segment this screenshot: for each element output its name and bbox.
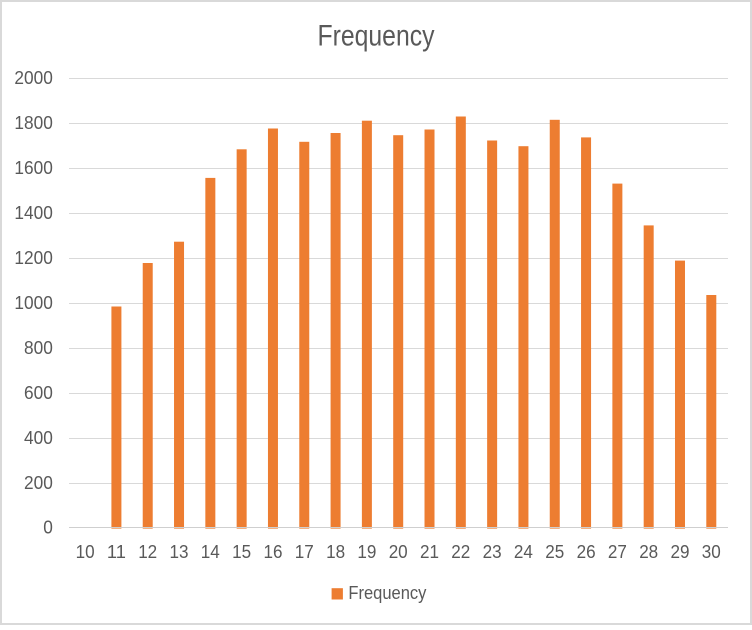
svg-text:Frequency: Frequency <box>318 20 435 53</box>
svg-text:Frequency: Frequency <box>348 583 426 603</box>
svg-text:27: 27 <box>608 542 627 562</box>
svg-text:21: 21 <box>420 542 439 562</box>
svg-text:20: 20 <box>389 542 408 562</box>
svg-text:1600: 1600 <box>14 158 52 178</box>
svg-text:24: 24 <box>514 542 533 562</box>
svg-text:18: 18 <box>326 542 345 562</box>
svg-text:13: 13 <box>170 542 189 562</box>
svg-text:22: 22 <box>451 542 470 562</box>
svg-text:600: 600 <box>24 383 53 403</box>
svg-text:1800: 1800 <box>14 113 52 133</box>
svg-text:1400: 1400 <box>14 203 52 223</box>
svg-text:30: 30 <box>702 542 721 562</box>
svg-text:29: 29 <box>671 542 690 562</box>
svg-text:16: 16 <box>264 542 283 562</box>
svg-text:12: 12 <box>138 542 157 562</box>
svg-text:1200: 1200 <box>14 248 52 268</box>
svg-text:15: 15 <box>232 542 251 562</box>
svg-text:26: 26 <box>577 542 596 562</box>
svg-text:800: 800 <box>24 338 53 358</box>
svg-text:14: 14 <box>201 542 220 562</box>
svg-text:28: 28 <box>639 542 658 562</box>
svg-text:17: 17 <box>295 542 314 562</box>
svg-text:19: 19 <box>357 542 376 562</box>
svg-text:0: 0 <box>43 518 53 538</box>
svg-text:10: 10 <box>76 542 95 562</box>
svg-text:400: 400 <box>24 428 53 448</box>
svg-text:2000: 2000 <box>14 68 52 88</box>
svg-text:1000: 1000 <box>14 293 52 313</box>
svg-text:11: 11 <box>107 542 126 562</box>
svg-text:200: 200 <box>24 473 53 493</box>
svg-text:25: 25 <box>545 542 564 562</box>
svg-text:23: 23 <box>483 542 502 562</box>
